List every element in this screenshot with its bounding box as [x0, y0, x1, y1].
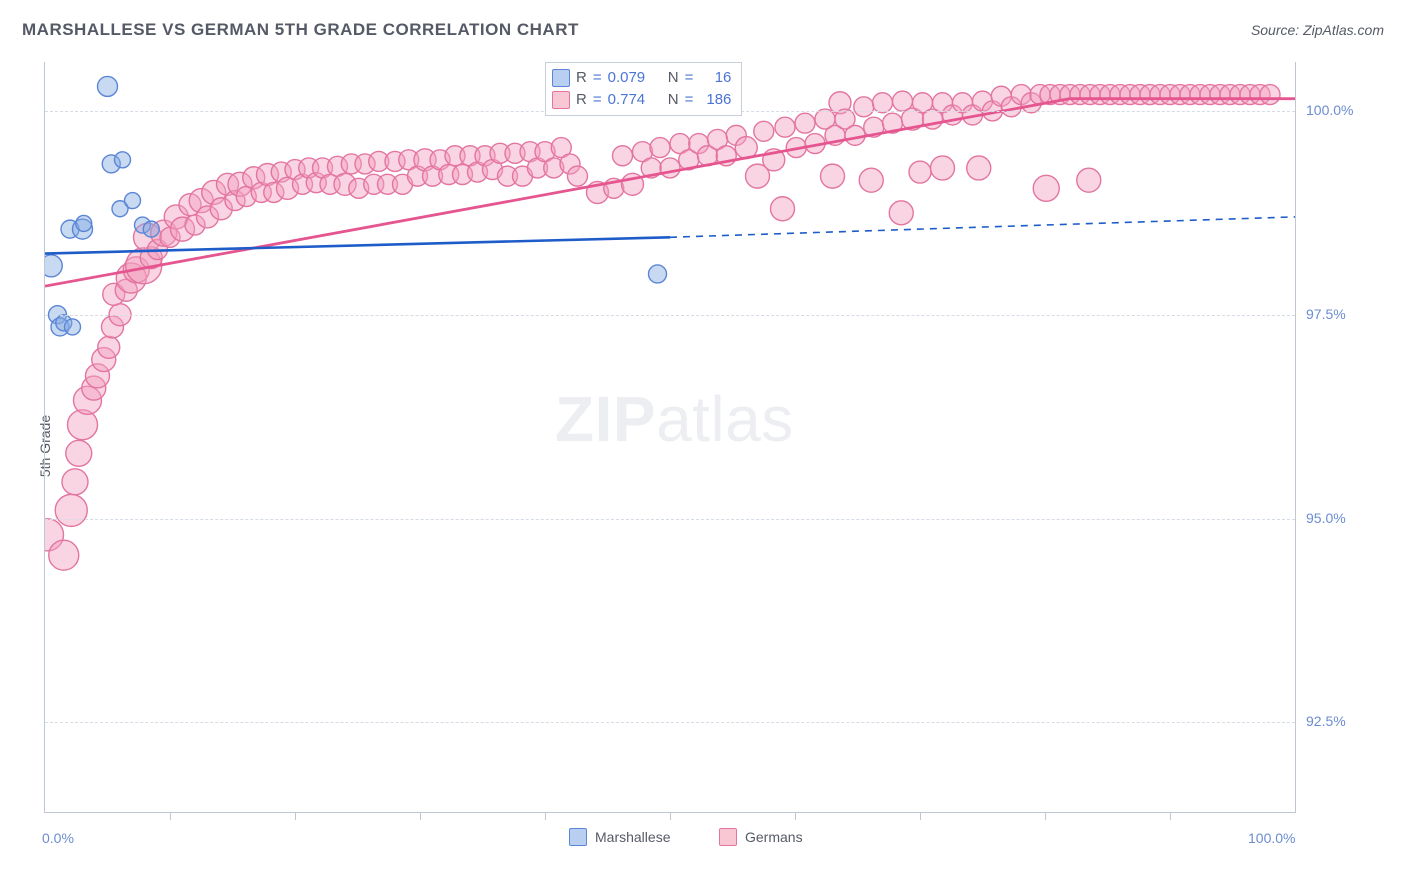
legend-marshallese: Marshallese	[569, 828, 670, 846]
chart-container: MARSHALLESE VS GERMAN 5TH GRADE CORRELAT…	[0, 0, 1406, 892]
stats-box: R = 0.079 N = 16 R = 0.774 N = 186	[545, 62, 742, 116]
chart-title: MARSHALLESE VS GERMAN 5TH GRADE CORRELAT…	[22, 20, 579, 40]
stats-row-germans: R = 0.774 N = 186	[552, 89, 731, 111]
swatch-marshallese-icon	[569, 828, 587, 846]
swatch-germans-icon	[552, 91, 570, 109]
legend-germans: Germans	[719, 828, 803, 846]
plot-area: ZIPatlas R = 0.079 N = 16 R = 0.774 N	[44, 62, 1296, 813]
watermark: ZIPatlas	[555, 382, 794, 456]
legend-label: Germans	[745, 829, 803, 845]
legend-label: Marshallese	[595, 829, 670, 845]
xtick-min: 0.0%	[42, 830, 74, 846]
source-label: Source: ZipAtlas.com	[1251, 22, 1384, 38]
stats-row-marshallese: R = 0.079 N = 16	[552, 67, 731, 89]
swatch-marshallese-icon	[552, 69, 570, 87]
xtick-max: 100.0%	[1248, 830, 1295, 846]
swatch-germans-icon	[719, 828, 737, 846]
